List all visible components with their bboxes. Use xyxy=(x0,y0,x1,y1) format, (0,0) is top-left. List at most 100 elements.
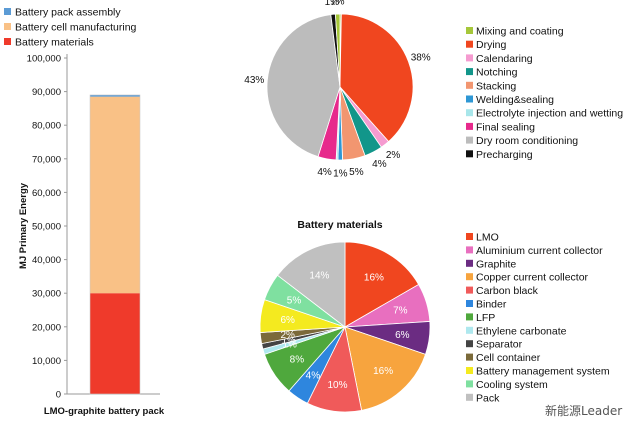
y-tick-label: 50,000 xyxy=(32,222,61,233)
x-axis-label: LMO-graphite battery pack xyxy=(44,406,165,417)
legend-label: Final sealing xyxy=(476,121,535,133)
legend-swatch xyxy=(466,380,473,388)
bar-outline xyxy=(89,94,141,395)
legend-swatch xyxy=(466,68,473,76)
pie-slice-mixing-and-coating xyxy=(334,13,341,88)
legend-swatch xyxy=(466,40,473,48)
legend-swatch xyxy=(466,313,473,321)
data-label: 2% xyxy=(280,330,295,341)
data-label: 16% xyxy=(373,366,393,377)
data-label: 4% xyxy=(317,167,332,178)
legend-label: Graphite xyxy=(476,258,516,270)
legend-label: Precharging xyxy=(476,149,533,161)
stacked-bar-chart: Battery pack assembly Battery cell manufa… xyxy=(4,7,165,417)
legend-label: Ethylene carbonate xyxy=(476,325,567,337)
data-label: 8% xyxy=(290,355,305,366)
legend-label: Binder xyxy=(476,299,507,311)
legend-swatch-1 xyxy=(4,23,11,30)
legend-label: Pack xyxy=(476,392,500,404)
bar-segment-battery-pack-assembly xyxy=(90,94,140,97)
legend-swatch xyxy=(466,27,473,34)
data-label: 5% xyxy=(287,295,302,306)
legend-swatch xyxy=(466,353,473,361)
legend-swatch xyxy=(466,54,473,62)
legend-swatch xyxy=(466,136,473,144)
legend-label: Mixing and coating xyxy=(476,26,564,38)
pie-title: Battery materials xyxy=(297,219,382,231)
legend-swatch xyxy=(466,393,473,401)
legend-swatch xyxy=(466,367,473,374)
legend-swatch xyxy=(466,340,473,348)
data-label: 1% xyxy=(282,339,297,350)
data-label: 1% xyxy=(325,0,340,8)
data-label: 1% xyxy=(330,0,345,8)
y-tick-label: 100,000 xyxy=(27,54,61,65)
y-tick-label: 60,000 xyxy=(32,188,61,199)
legend-swatch xyxy=(466,300,473,307)
data-label: 14% xyxy=(309,271,329,282)
watermark: 新能源Leader xyxy=(545,404,623,418)
data-label: 4% xyxy=(372,159,387,170)
legend-swatch xyxy=(466,233,473,240)
legend-swatch xyxy=(466,81,473,89)
legend-label: LMO xyxy=(476,232,499,244)
legend-label: Electrolyte injection and wetting xyxy=(476,108,623,120)
legend-swatch xyxy=(466,150,473,158)
legend-label: Cooling system xyxy=(476,379,548,391)
pie-slice-drying xyxy=(339,13,414,143)
data-label: 38% xyxy=(411,53,431,64)
bar-segment-battery-materials xyxy=(90,293,140,394)
data-label: 5% xyxy=(349,167,364,178)
legend-label: Notching xyxy=(476,67,518,79)
pie-slice-packaging xyxy=(276,241,346,328)
legend-label: Battery cell manufacturing xyxy=(15,22,137,34)
data-label: 6% xyxy=(395,330,410,341)
legend-label: Dry room conditioning xyxy=(476,135,578,147)
legend-label: Stacking xyxy=(476,80,516,92)
y-tick-label: 40,000 xyxy=(32,255,61,266)
legend-label: Separator xyxy=(476,339,523,351)
legend-label: Welding&sealing xyxy=(476,94,554,106)
data-label: 43% xyxy=(244,75,264,86)
legend-swatch xyxy=(466,246,473,254)
legend-label: LFP xyxy=(476,312,495,324)
legend-swatch xyxy=(466,326,473,334)
y-tick-label: 80,000 xyxy=(32,121,61,132)
legend-swatch xyxy=(466,122,473,130)
battery-materials-pie: 16%7%6%16%10%4%8%1%1%2%6%5%14%Battery ma… xyxy=(259,219,610,413)
y-axis-label: MJ Primary Energy xyxy=(18,182,29,269)
legend-label: Drying xyxy=(476,39,507,51)
pie-slice-copper-current-collector xyxy=(344,326,426,411)
data-label: 1% xyxy=(333,169,348,180)
legend-swatch-2 xyxy=(4,38,11,45)
data-label: 4% xyxy=(306,371,321,382)
legend-swatch xyxy=(466,109,473,117)
y-tick-label: 10,000 xyxy=(32,356,61,367)
legend-label: Battery materials xyxy=(15,37,94,49)
pie-slice-dry-room-conditioning xyxy=(266,14,341,158)
data-label: 16% xyxy=(364,272,384,283)
legend-label: Battery management system xyxy=(476,366,610,378)
legend-label: Aluminium current collector xyxy=(476,245,603,257)
data-label: 1% xyxy=(281,336,296,347)
data-label: 7% xyxy=(393,306,408,317)
y-tick-label: 30,000 xyxy=(32,289,61,300)
legend-swatch xyxy=(466,259,473,267)
y-tick-label: 90,000 xyxy=(32,87,61,98)
data-label: 6% xyxy=(280,315,295,326)
y-tick-label: 70,000 xyxy=(32,154,61,165)
legend-swatch xyxy=(466,95,473,103)
legend-label: Carbon black xyxy=(476,285,539,297)
manufacturing-energy-pie: 38%2%4%5%1%4%43%1%1%Mixing and coatingDr… xyxy=(244,0,623,180)
legend-label: Cell container xyxy=(476,352,541,364)
legend-label: Battery pack assembly xyxy=(15,7,121,19)
pie-slice-lmo xyxy=(344,241,420,328)
legend-swatch xyxy=(466,273,473,281)
y-tick-label: 0 xyxy=(56,390,61,401)
legend-label: Calendaring xyxy=(476,53,533,65)
data-label: 10% xyxy=(327,380,347,391)
y-tick-label: 20,000 xyxy=(32,322,61,333)
legend-label: Copper current collector xyxy=(476,272,589,284)
data-label: 2% xyxy=(386,150,401,161)
